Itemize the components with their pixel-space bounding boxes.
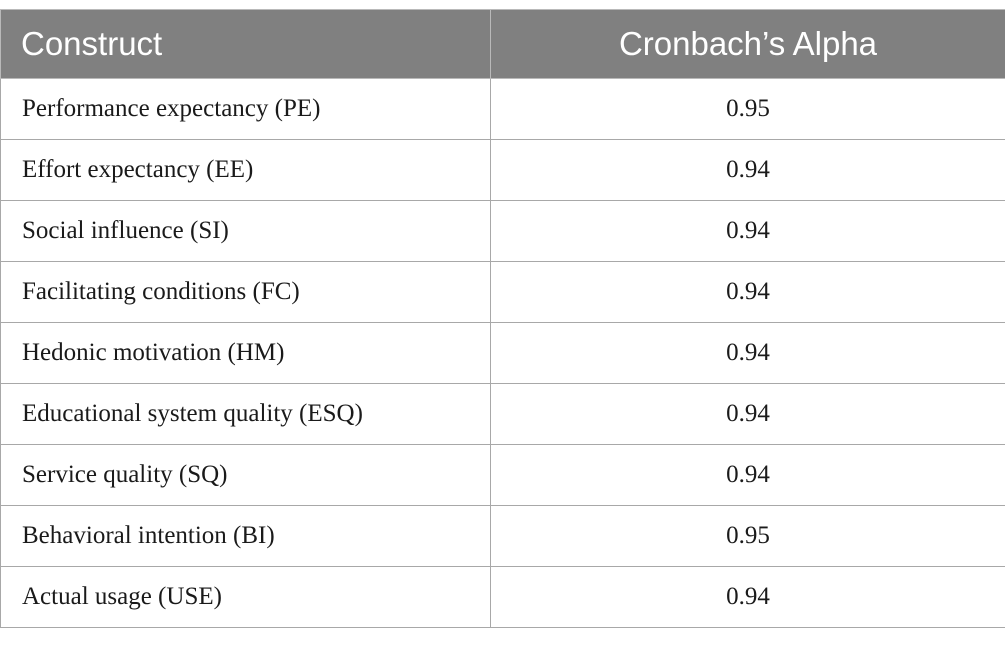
construct-cell: Service quality (SQ) bbox=[0, 444, 491, 506]
construct-cell: Actual usage (USE) bbox=[0, 566, 491, 628]
construct-cell: Educational system quality (ESQ) bbox=[0, 383, 491, 445]
alpha-cell: 0.94 bbox=[490, 444, 1005, 506]
table-row: Hedonic motivation (HM) 0.94 bbox=[0, 322, 1005, 384]
alpha-cell: 0.94 bbox=[490, 383, 1005, 445]
table-row: Actual usage (USE) 0.94 bbox=[0, 566, 1005, 628]
table-row: Behavioral intention (BI) 0.95 bbox=[0, 505, 1005, 567]
construct-cell: Behavioral intention (BI) bbox=[0, 505, 491, 567]
table-row: Service quality (SQ) 0.94 bbox=[0, 444, 1005, 506]
alpha-cell: 0.94 bbox=[490, 261, 1005, 323]
header-cronbachs-alpha: Cronbach’s Alpha bbox=[490, 9, 1005, 79]
alpha-cell: 0.94 bbox=[490, 139, 1005, 201]
alpha-cell: 0.94 bbox=[490, 200, 1005, 262]
alpha-cell: 0.95 bbox=[490, 505, 1005, 567]
reliability-table: Construct Cronbach’s Alpha Performance e… bbox=[0, 9, 1005, 628]
construct-cell: Social influence (SI) bbox=[0, 200, 491, 262]
table-row: Performance expectancy (PE) 0.95 bbox=[0, 78, 1005, 140]
construct-cell: Performance expectancy (PE) bbox=[0, 78, 491, 140]
table-row: Educational system quality (ESQ) 0.94 bbox=[0, 383, 1005, 445]
table-row: Social influence (SI) 0.94 bbox=[0, 200, 1005, 262]
construct-cell: Facilitating conditions (FC) bbox=[0, 261, 491, 323]
reliability-table-container: Construct Cronbach’s Alpha Performance e… bbox=[0, 9, 1005, 628]
table-row: Effort expectancy (EE) 0.94 bbox=[0, 139, 1005, 201]
table-header: Construct Cronbach’s Alpha bbox=[0, 9, 1005, 79]
table-row: Facilitating conditions (FC) 0.94 bbox=[0, 261, 1005, 323]
alpha-cell: 0.94 bbox=[490, 566, 1005, 628]
header-row: Construct Cronbach’s Alpha bbox=[0, 9, 1005, 79]
header-construct: Construct bbox=[0, 9, 491, 79]
construct-cell: Hedonic motivation (HM) bbox=[0, 322, 491, 384]
construct-cell: Effort expectancy (EE) bbox=[0, 139, 491, 201]
table-body: Performance expectancy (PE) 0.95 Effort … bbox=[0, 78, 1005, 628]
alpha-cell: 0.95 bbox=[490, 78, 1005, 140]
alpha-cell: 0.94 bbox=[490, 322, 1005, 384]
